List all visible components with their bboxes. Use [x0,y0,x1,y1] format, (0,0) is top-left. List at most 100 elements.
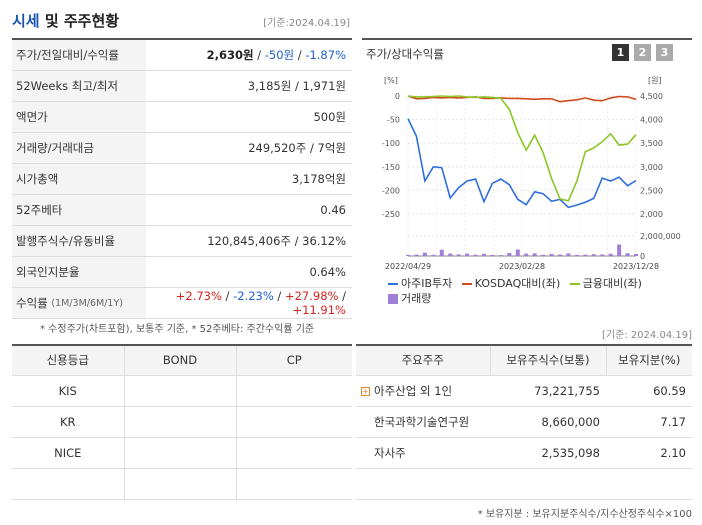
volume-bar [600,254,605,256]
series-line [407,95,637,103]
summary-row-beta: 52주베타 0.46 [12,195,352,226]
cell [236,468,352,500]
x-axis-labels: 2022/04/29 2023/02/28 2023/12/28 [385,262,659,271]
volume-bar [448,253,453,256]
bottom-footnote: * 보유지분 : 보유지분주식수/지수산정주식수×100 [477,509,692,520]
cell [236,437,352,469]
legend-item-finance[interactable]: 금융대비(좌) [569,277,642,290]
left-axis-unit: [%] [384,76,398,85]
expand-plus-icon[interactable]: + [361,386,370,396]
volume-bar [406,254,410,256]
volume-bar [634,254,638,256]
volume-bar [507,253,512,256]
table-row: + 아주산업 외 1인 73,221,755 60.59 [356,375,692,407]
title-main: 시세 [12,12,40,30]
holder-name: + 아주산업 외 1인 [356,375,490,407]
volume-bar [541,254,546,256]
x-tick-label: 2023/02/28 [499,262,545,271]
right-axis-unit: [원] [648,76,662,85]
cell [124,468,237,500]
price-chart: [%] [원] 0 -50 -100 -150 -200 -250 4,500 4,000 3,50… [382,76,681,271]
volume-bar [583,254,588,256]
legend-box-icon [388,294,398,304]
summary-row-par-value: 액면가 500원 [12,102,352,133]
legend-line-icon [388,283,398,285]
left-tick-label: -250 [382,210,400,219]
holder-name: 한국과학기술연구원 [356,406,490,438]
volume-tick-label: 0 [640,252,645,261]
legend-label: 거래량 [401,292,432,305]
x-tick-label: 2023/12/28 [613,262,659,271]
left-footnote: * 수정주가(차트포함), 보통주 기준, * 52주베타: 주간수익률 기준 [40,324,315,335]
cell [124,437,237,469]
volume-bar [490,254,495,256]
holder-shares: 2,535,098 [490,437,606,469]
volume-bar [566,253,571,256]
volume-bar [617,244,622,256]
legend-line-icon [461,283,472,285]
summary-label: 52Weeks 최고/최저 [12,71,146,101]
cell: KIS [12,375,125,407]
col-header: 보유주식수(보통) [490,345,607,376]
cell [236,375,352,407]
right-tick-label: 4,500 [640,92,663,101]
chart-legend: 아주IB투자 KOSDAQ대비(좌) 금융대비(좌) 거래량 [388,276,688,306]
volume-tick-label: 2,000,000 [640,232,681,241]
chart-period-buttons: 1 2 3 [612,44,673,61]
title-rest: 및 주주현황 [39,12,120,30]
summary-value: 3,185원 / 1,971원 [247,79,346,93]
legend-label: 아주IB투자 [401,277,453,290]
table-row: KIS [12,375,352,407]
legend-item-volume[interactable]: 거래량 [388,292,431,305]
legend-item-ajuib[interactable]: 아주IB투자 [388,277,452,290]
left-tick-label: -150 [382,163,400,172]
volume-bar [515,249,520,256]
chart-button-2[interactable]: 2 [634,44,651,61]
holder-shares: 73,221,755 [490,375,606,407]
summary-value: 0.46 [320,203,346,217]
summary-label: 거래량/거래대금 [12,133,146,163]
summary-value: 2,630원 / -50원 / -1.87% [206,48,346,62]
volume-bar [524,253,529,256]
left-tick-label: -200 [382,186,400,195]
holder-pct: 2.10 [606,437,692,469]
return-3m: -2.23% [233,289,274,303]
summary-value: 3,178억원 [291,172,346,186]
volume-bar [532,253,537,256]
series-line [407,118,637,209]
cell [236,406,352,438]
section-title: 시세 및 주주현황 [12,10,119,31]
summary-value: 0.64% [309,265,346,279]
volume-bar [456,254,461,256]
volume-bar [498,255,503,256]
summary-label: 발행주식수/유동비율 [12,226,146,256]
chart-button-3[interactable]: 3 [656,44,673,61]
legend-line-icon [569,283,580,285]
volume-bar [625,253,630,256]
holder-name-text: 아주산업 외 1인 [374,383,453,398]
summary-row-52weeks: 52Weeks 최고/최저 3,185원 / 1,971원 [12,71,352,102]
right-tick-label: 2,500 [640,186,663,195]
credit-rating-table: 신용등급 BOND CP KIS KR NICE [12,344,352,500]
summary-label: 주가/전일대비/수익률 [12,40,146,70]
chart-axes: [%] [원] 0 -50 -100 -150 -200 -250 4,500 4,000 3,50… [382,76,681,261]
volume-bars [406,244,638,256]
volume-bar [431,254,436,256]
summary-label: 시가총액 [12,164,146,194]
holder-shares: 8,660,000 [490,406,606,438]
volume-bar [608,253,613,256]
chart-grid [407,95,637,256]
table-row [12,468,352,500]
chart-button-1[interactable]: 1 [612,44,629,61]
col-header: BOND [124,345,237,376]
left-tick-label: -100 [382,139,400,148]
volume-bar [422,252,427,256]
cell [124,406,237,438]
price-rate: -1.87% [305,48,346,62]
x-tick-label: 2022/04/29 [385,262,431,271]
volume-bar [473,254,478,256]
right-tick-label: 4,000 [640,116,663,125]
cell: NICE [12,437,125,469]
legend-item-kosdaq[interactable]: KOSDAQ대비(좌) [461,277,560,290]
volume-bar [558,254,562,256]
